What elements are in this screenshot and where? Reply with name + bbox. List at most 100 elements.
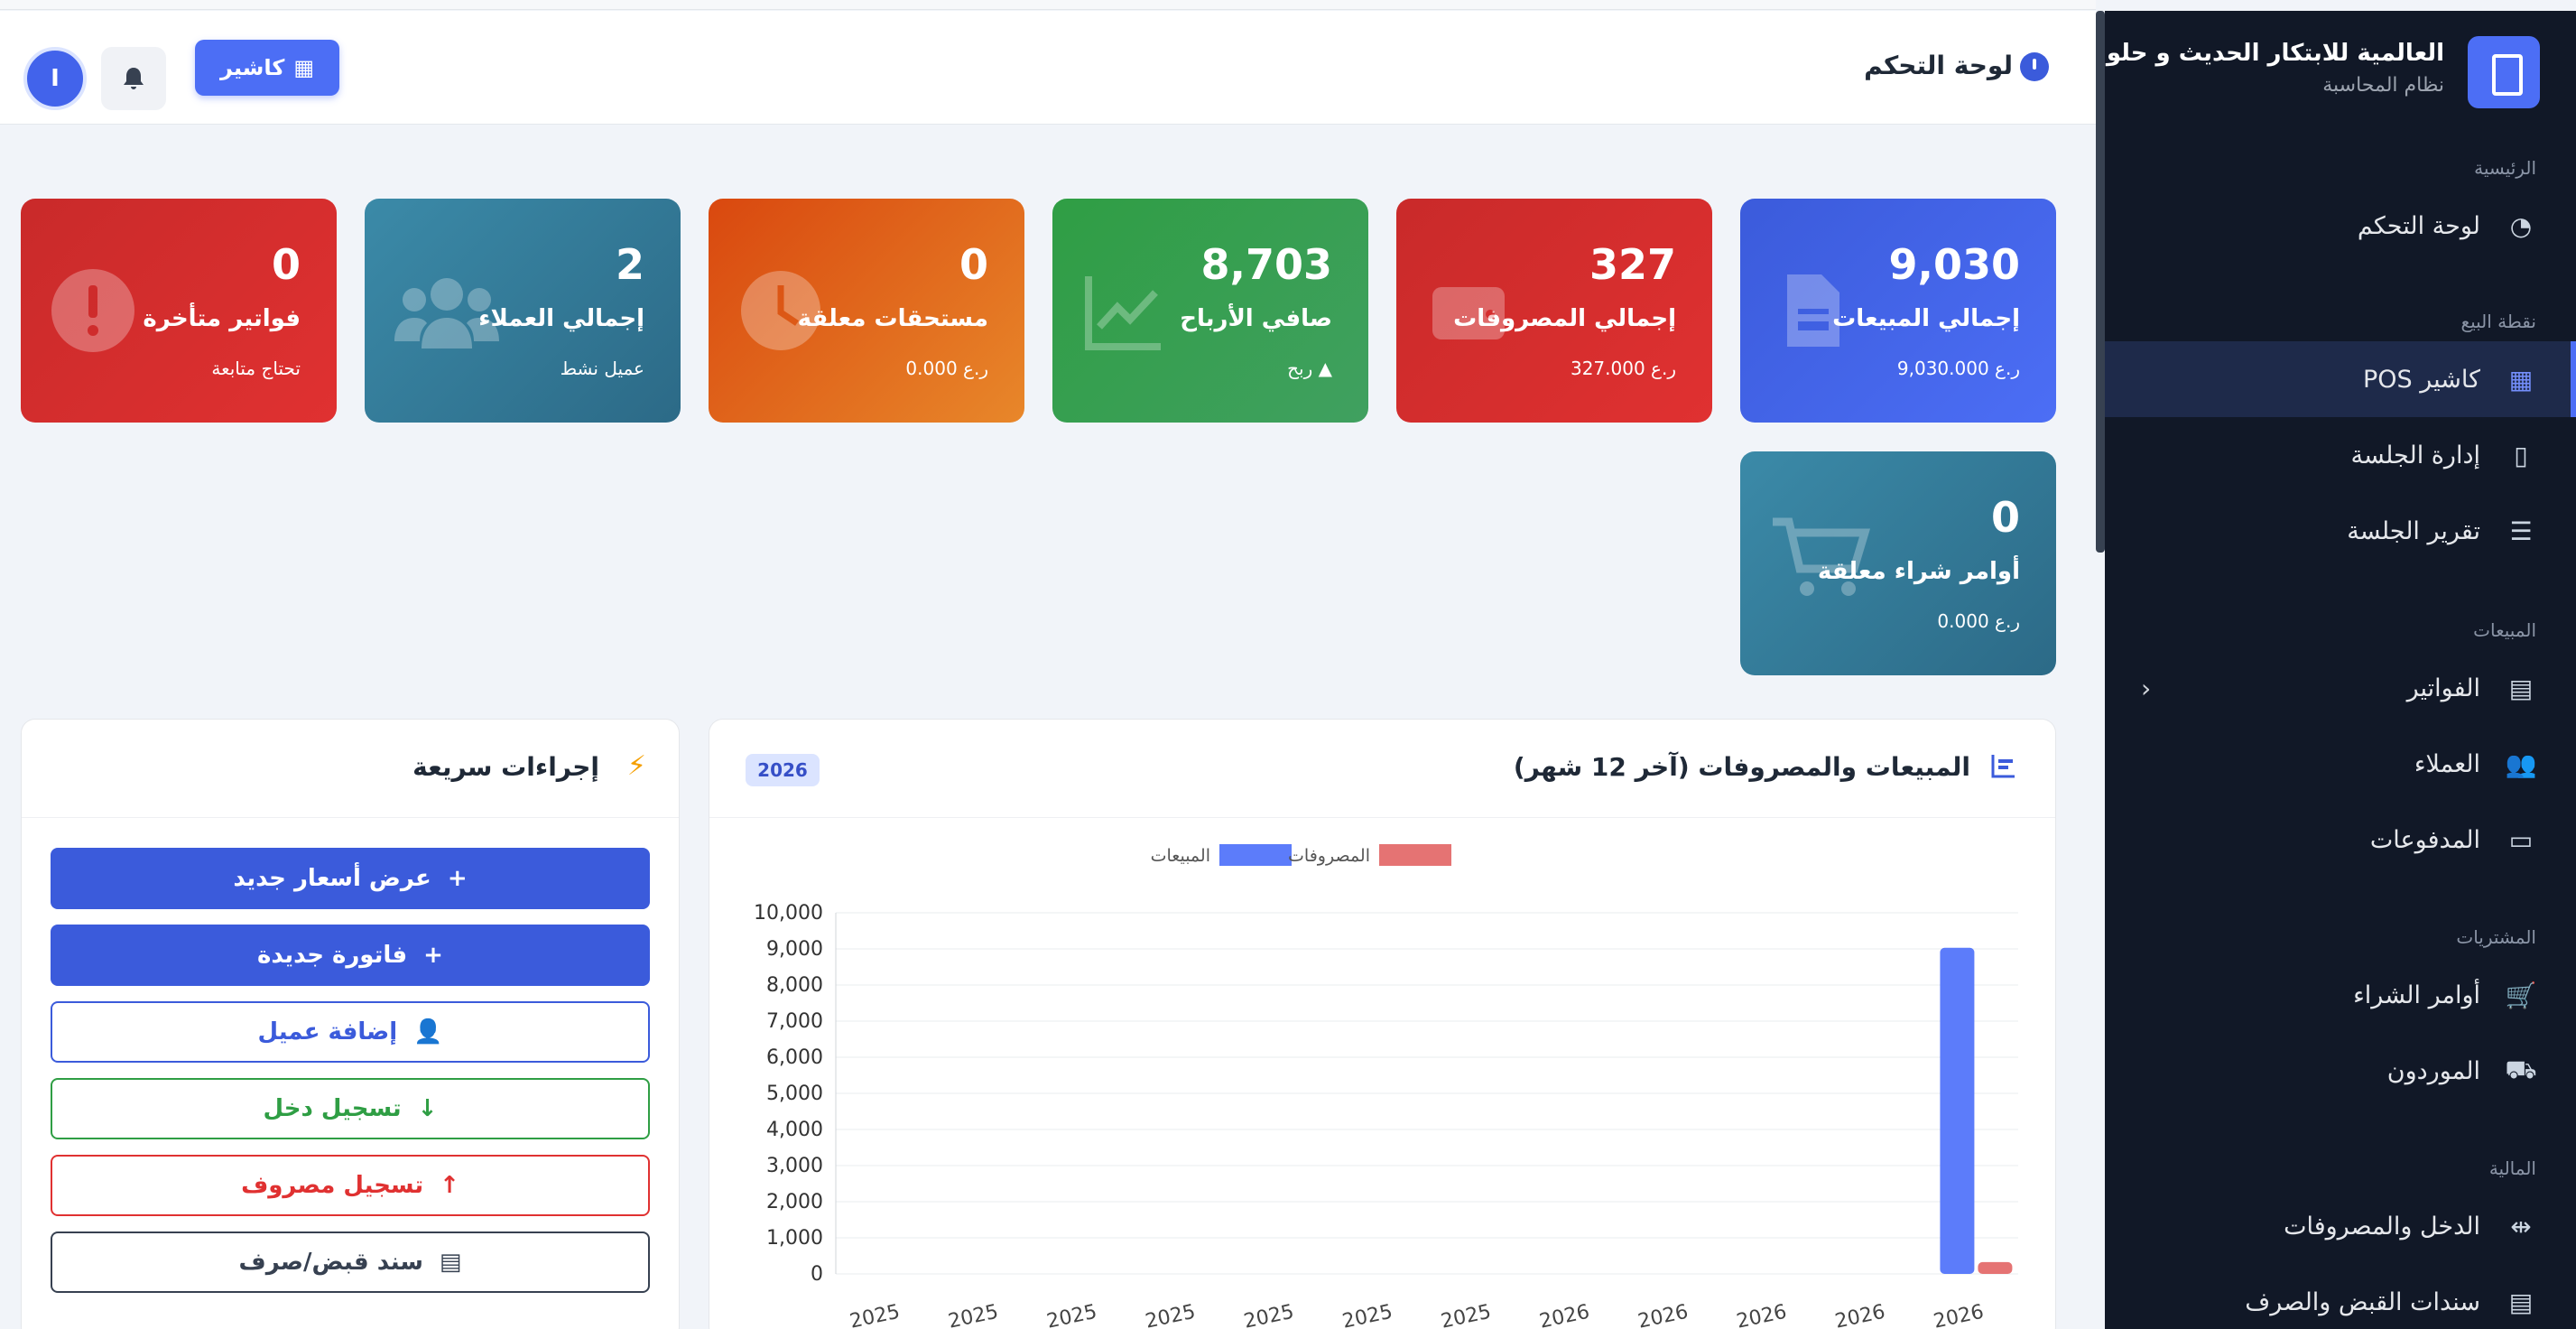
legend-label: المبيعات: [1151, 846, 1210, 866]
quick-action-label: تسجيل مصروف: [241, 1172, 424, 1199]
quick-action-label: عرض أسعار جديد: [233, 865, 431, 892]
stat-value: 0: [959, 240, 988, 289]
quick-action-button[interactable]: + فاتورة جديدة: [51, 925, 650, 986]
stat-sub: ر.ع 0.000: [1937, 610, 2020, 632]
main-area: لوحة التحكم ▦ كاشير I 9,030 إجمالي المبي…: [0, 9, 2096, 1329]
y-tick-label: 6,000: [766, 1046, 823, 1069]
sidebar: العالمية للابتكار الحديث و حلو نظام المح…: [2105, 11, 2576, 1329]
sales-expenses-chart: المبيعات المصروفات 0 1,000 2,000 3,000 4,000 5,…: [754, 844, 2018, 1329]
quick-action-label: فاتورة جديدة: [257, 942, 408, 969]
x-tick-label: 2025: [1340, 1301, 1395, 1329]
stat-card-pending-purchase-orders: 0 أوامر شراء معلقة ر.ع 0.000: [1740, 451, 2056, 675]
alert-icon: [51, 269, 134, 352]
quick-action-button[interactable]: ↑ تسجيل مصروف: [51, 1155, 650, 1216]
stat-value: 0: [1990, 493, 2020, 542]
users-icon: [394, 278, 499, 349]
receipt-icon: ▤: [2508, 1287, 2534, 1317]
stat-sub: ر.ع 9,030.000: [1896, 358, 2020, 379]
x-tick-label: 2025: [1144, 1301, 1198, 1329]
stat-card-overdue-invoices: 0 فواتير متأخرة تحتاج متابعة: [21, 199, 337, 423]
sidebar-item[interactable]: ⇹ الدخل والمصروفات: [2105, 1188, 2576, 1264]
sidebar-item[interactable]: ▤ سندات القبض والصرف: [2105, 1264, 2576, 1329]
stat-value: 327: [1589, 240, 1676, 289]
stat-sub: ر.ع 327.000: [1570, 358, 1676, 379]
stat-value: 8,703: [1200, 240, 1332, 289]
y-tick-label: 2,000: [766, 1191, 823, 1213]
sidebar-item-label: كاشير POS: [2362, 365, 2480, 394]
sidebar-item[interactable]: 🛒 أوامر الشراء: [2105, 957, 2576, 1033]
avatar[interactable]: I: [23, 47, 87, 110]
x-tick-label: 2025: [1439, 1301, 1493, 1329]
quick-action-label: سند قبض/صرف: [238, 1249, 423, 1276]
sidebar-item[interactable]: ▭ المدفوعات: [2105, 802, 2576, 878]
y-tick-label: 1,000: [766, 1227, 823, 1250]
report-icon: ☰: [2509, 516, 2533, 546]
brand-subtitle: نظام المحاسبة: [2322, 74, 2444, 97]
sidebar-item[interactable]: ▤ الفواتير ‹: [2105, 650, 2576, 726]
chart-bar: [1978, 1261, 2013, 1274]
sidebar-item-label: سندات القبض والصرف: [2245, 1287, 2480, 1316]
cart-icon: [1773, 517, 1870, 596]
sidebar-item[interactable]: ▯ إدارة الجلسة: [2105, 417, 2576, 493]
sales-expenses-panel: المبيعات والمصروفات (آخر 12 شهر) 2026 ال…: [709, 719, 2056, 1329]
sidebar-item[interactable]: ⛟ الموردون: [2105, 1033, 2576, 1109]
truck-icon: ⛟: [2505, 1054, 2537, 1084]
sidebar-section-heading: المشتريات: [2456, 926, 2536, 948]
lightning-icon: ⚡: [626, 750, 646, 782]
x-tick-label: 2025: [848, 1301, 902, 1329]
sidebar-item[interactable]: ◔ لوحة التحكم: [2105, 188, 2576, 264]
x-tick-label: 2026: [1537, 1301, 1591, 1329]
bar-chart-icon: [1991, 755, 2015, 778]
cashier-button[interactable]: ▦ كاشير: [195, 40, 339, 96]
cash-register-icon: ▦: [293, 55, 314, 80]
exchange-icon: ⇹: [2510, 1211, 2532, 1241]
x-tick-label: 2026: [1833, 1301, 1887, 1329]
x-tick-label: 2025: [1242, 1301, 1296, 1329]
stat-label: مستحقات معلقة: [797, 305, 988, 332]
y-tick-label: 9,000: [766, 938, 823, 961]
chart-line-icon: [1085, 276, 1161, 350]
quick-action-button[interactable]: 👤 إضافة عميل: [51, 1001, 650, 1063]
year-badge[interactable]: 2026: [746, 754, 820, 786]
legend-label: المصروفات: [1288, 846, 1370, 866]
legend-swatch: [1219, 844, 1292, 866]
plus-icon: +: [423, 942, 443, 969]
stat-label: صافي الأرباح: [1180, 305, 1332, 332]
page-title: لوحة التحكم: [1864, 51, 2013, 80]
chevron-left-icon[interactable]: ‹: [2141, 673, 2152, 703]
sidebar-scrollbar[interactable]: [2096, 11, 2105, 553]
arrow-up-icon: ↑: [440, 1172, 459, 1199]
stat-value: 9,030: [1888, 240, 2020, 289]
sidebar-section-heading: المالية: [2488, 1157, 2536, 1179]
dashboard-icon: ◔: [2509, 210, 2533, 241]
quick-actions-panel: ⚡ إجراءات سريعة + عرض أسعار جديد + فاتورة ج…: [21, 719, 680, 1329]
stat-label: إجمالي المصروفات: [1453, 305, 1676, 332]
quick-action-button[interactable]: ▤ سند قبض/صرف: [51, 1231, 650, 1293]
sidebar-item[interactable]: ☰ تقرير الجلسة: [2105, 493, 2576, 569]
stat-card-total-customers: 2 إجمالي العملاء عميل نشط: [365, 199, 681, 423]
top-header: لوحة التحكم ▦ كاشير I: [0, 11, 2096, 125]
quick-action-button[interactable]: ↓ تسجيل دخل: [51, 1078, 650, 1139]
y-tick-label: 4,000: [766, 1119, 823, 1141]
quick-action-button[interactable]: + عرض أسعار جديد: [51, 848, 650, 909]
sidebar-item[interactable]: 👥 العملاء: [2105, 726, 2576, 802]
cart-icon: 🛒: [2505, 980, 2537, 1010]
sidebar-section-heading: نقطة البيع: [2460, 311, 2536, 332]
stat-sub: عميل نشط: [560, 358, 644, 379]
x-tick-label: 2026: [1735, 1301, 1789, 1329]
invoice-icon: [1787, 274, 1839, 347]
sidebar-item-label: لوحة التحكم: [2357, 211, 2480, 240]
quick-action-label: إضافة عميل: [257, 1018, 398, 1046]
sidebar-item[interactable]: ▦ كاشير POS: [2105, 341, 2576, 417]
user-plus-icon: 👤: [413, 1018, 443, 1046]
clock-icon: [741, 271, 820, 350]
invoice-icon: ▤: [2508, 673, 2534, 703]
stat-card-pending-dues: 0 مستحقات معلقة ر.ع 0.000: [709, 199, 1024, 423]
stat-value: 0: [271, 240, 301, 289]
dashboard-icon: [2020, 52, 2049, 81]
chart-bar: [1940, 947, 1975, 1274]
notifications-button[interactable]: [101, 47, 166, 110]
bell-icon: [124, 68, 144, 89]
y-tick-label: 3,000: [766, 1155, 823, 1177]
arrow-down-icon: ↓: [417, 1095, 438, 1122]
